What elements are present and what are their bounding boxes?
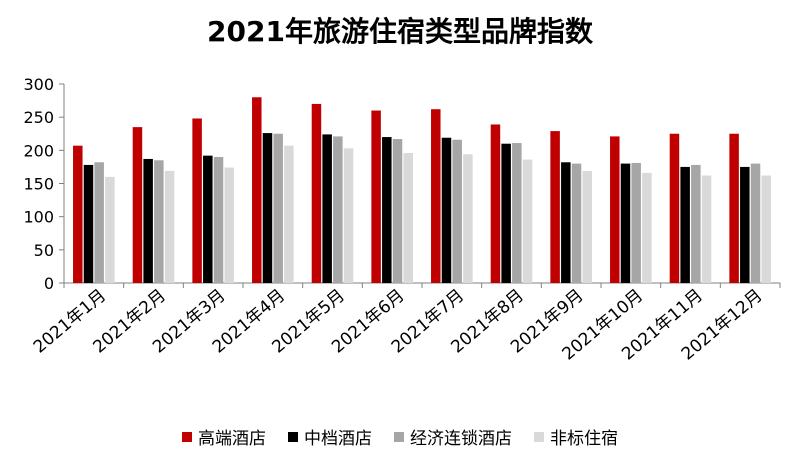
bar	[729, 133, 739, 283]
bar	[322, 134, 332, 283]
bar	[522, 159, 533, 283]
bar	[164, 170, 175, 283]
y-tick-label: 150	[23, 175, 54, 194]
legend-swatch	[288, 431, 298, 442]
bar	[203, 155, 213, 283]
bar	[392, 139, 403, 283]
bar	[452, 139, 462, 283]
bar	[311, 103, 322, 284]
bar	[669, 133, 680, 283]
bar	[642, 172, 652, 283]
bar	[83, 164, 94, 283]
bar	[550, 131, 560, 283]
bar	[431, 109, 441, 283]
y-tick-label: 300	[23, 75, 54, 94]
bar	[252, 97, 262, 284]
y-tick-label: 0	[44, 274, 54, 293]
bar	[691, 164, 701, 283]
bar	[740, 166, 750, 283]
legend-item: 中档酒店	[288, 424, 372, 449]
y-tick-label: 200	[23, 141, 54, 160]
chart-legend: 高端酒店 中档酒店 经济连锁酒店 非标住宿	[0, 424, 800, 449]
legend-label: 高端酒店	[198, 429, 266, 449]
bar	[680, 166, 690, 283]
bar	[382, 137, 392, 283]
bar	[582, 170, 592, 283]
bar	[501, 143, 511, 283]
bar	[154, 160, 164, 283]
legend-swatch	[534, 431, 544, 442]
bar	[284, 145, 294, 283]
legend-label: 经济连锁酒店	[410, 429, 512, 449]
bar	[73, 145, 83, 283]
bar	[273, 133, 283, 283]
y-tick-label: 50	[34, 241, 54, 260]
y-tick-label: 100	[23, 208, 54, 227]
bar	[192, 118, 202, 283]
bar-chart: 0501001502002503002021年1月2021年2月2021年3月2…	[23, 75, 781, 364]
y-tick-label: 250	[23, 108, 54, 127]
bar	[512, 143, 522, 283]
bar	[463, 154, 473, 283]
legend-swatch	[182, 431, 192, 442]
bar	[333, 136, 343, 283]
chart-title: 2021年旅游住宿类型品牌指数	[207, 15, 593, 48]
bar	[105, 176, 115, 283]
legend-item: 非标住宿	[534, 424, 618, 449]
bar	[561, 162, 571, 283]
bar	[94, 162, 104, 283]
bar	[213, 156, 224, 283]
bar	[441, 137, 452, 283]
bar	[610, 136, 620, 283]
bar	[571, 163, 582, 283]
bar	[490, 124, 501, 283]
bar	[343, 148, 354, 283]
bar	[224, 167, 234, 283]
bar	[761, 175, 771, 283]
legend-item: 经济连锁酒店	[394, 424, 512, 449]
bar	[701, 175, 712, 283]
bar	[631, 162, 641, 283]
bar	[262, 133, 273, 283]
legend-swatch	[394, 431, 404, 442]
legend-item: 高端酒店	[182, 424, 266, 449]
bar	[371, 110, 381, 284]
bar	[143, 158, 153, 283]
legend-label: 中档酒店	[304, 429, 372, 449]
bar	[620, 163, 631, 283]
bar	[403, 152, 413, 283]
bar	[750, 163, 761, 283]
bar	[132, 127, 143, 283]
legend-label: 非标住宿	[550, 429, 618, 449]
